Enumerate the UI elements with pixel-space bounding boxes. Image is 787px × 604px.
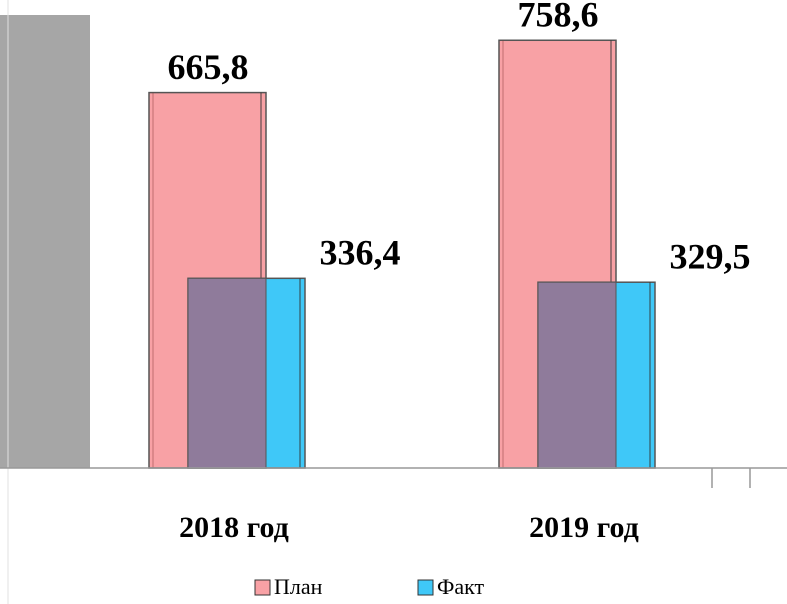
legend-swatch bbox=[417, 579, 434, 596]
value-label: 329,5 bbox=[670, 236, 751, 276]
x-tick-label: 2019 год bbox=[529, 511, 639, 544]
legend-label: Факт bbox=[437, 574, 485, 599]
bar-overlap bbox=[537, 281, 617, 469]
bar-overlap bbox=[187, 277, 267, 469]
cropped-bar bbox=[0, 15, 90, 468]
legend-swatch bbox=[254, 579, 271, 596]
x-tick-label: 2018 год bbox=[179, 511, 289, 544]
legend-label: План bbox=[274, 574, 323, 599]
value-label: 336,4 bbox=[320, 233, 401, 273]
value-label: 665,8 bbox=[168, 47, 249, 87]
value-label: 758,6 bbox=[518, 0, 599, 35]
